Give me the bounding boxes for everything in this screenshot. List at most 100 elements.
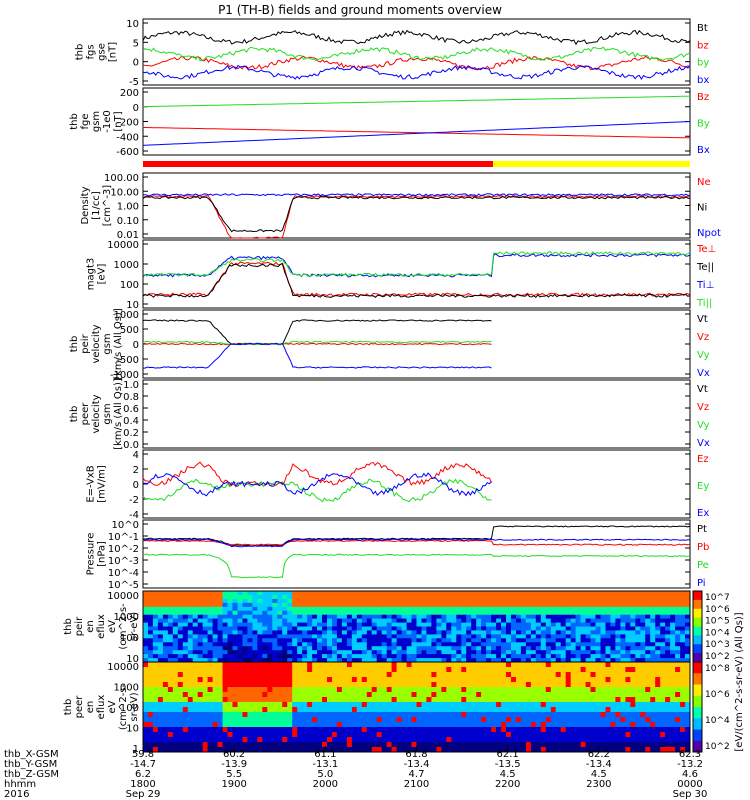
spec-cell xyxy=(600,602,606,608)
spec-cell xyxy=(635,732,641,738)
spec-cell xyxy=(630,638,636,643)
spec-cell xyxy=(202,717,209,723)
spec-cell xyxy=(167,712,174,718)
spec-cell xyxy=(322,687,328,693)
spec-cell xyxy=(332,622,338,627)
spec-cell xyxy=(317,598,323,604)
spec-cell xyxy=(441,677,447,683)
spec-cell xyxy=(222,687,229,693)
spec-cell xyxy=(580,717,587,723)
spec-cell xyxy=(650,650,656,655)
spec-cell xyxy=(431,598,437,604)
spec-cell xyxy=(635,634,641,639)
spec-cell xyxy=(237,594,243,600)
spec-cell xyxy=(545,712,552,718)
spec-cell xyxy=(481,618,487,623)
spec-cell xyxy=(386,594,393,600)
spec-cell xyxy=(590,692,596,698)
spec-cell xyxy=(560,591,567,596)
xtable-date: Sep 30 xyxy=(673,789,708,800)
spec-cell xyxy=(525,677,532,683)
spec-cell xyxy=(391,687,398,693)
spec-cell xyxy=(376,712,383,718)
spec-cell xyxy=(232,702,238,708)
spec-cell xyxy=(555,672,562,678)
spec-cell xyxy=(680,687,686,693)
spec-cell xyxy=(162,591,169,596)
ylabel-line: eflux xyxy=(96,695,107,720)
spec-cell xyxy=(341,682,348,688)
spec-cell xyxy=(456,622,462,627)
spec-cell xyxy=(207,606,214,612)
spec-cell xyxy=(610,650,616,655)
spec-cell xyxy=(247,707,253,713)
spec-cell xyxy=(207,697,214,703)
spec-cell xyxy=(411,606,417,612)
spec-cell xyxy=(307,634,313,639)
spec-cell xyxy=(232,692,238,698)
spec-cell xyxy=(237,642,243,647)
spec-cell xyxy=(207,672,214,678)
spec-cell xyxy=(182,630,189,635)
spec-cell xyxy=(366,672,373,678)
spec-cell xyxy=(187,630,194,635)
legend-Vz: Vz xyxy=(697,402,709,413)
spec-cell xyxy=(635,650,641,655)
spec-cell xyxy=(501,722,507,728)
spec-cell xyxy=(595,722,601,728)
spec-cell xyxy=(287,692,293,698)
spec-cell xyxy=(466,646,472,651)
spec-cell xyxy=(471,654,477,659)
spec-cell xyxy=(530,717,537,723)
colorbar-cell xyxy=(693,608,702,619)
spec-cell xyxy=(630,707,636,713)
spec-cell xyxy=(257,591,263,596)
spec-cell xyxy=(466,687,472,693)
spec-cell xyxy=(640,591,646,596)
spec-cell xyxy=(605,707,611,713)
spec-cell xyxy=(685,650,691,655)
spec-cell xyxy=(610,658,616,663)
spec-cell xyxy=(565,591,572,596)
spec-cell xyxy=(570,622,577,627)
spec-cell xyxy=(197,634,204,639)
spec-cell xyxy=(202,702,209,708)
spec-cell xyxy=(406,747,413,753)
spec-cell xyxy=(421,614,427,620)
spec-cell xyxy=(232,658,238,663)
spec-cell xyxy=(525,687,532,693)
spec-cell xyxy=(595,737,601,743)
spec-cell xyxy=(341,667,348,673)
spec-cell xyxy=(640,658,646,663)
spec-cell xyxy=(501,610,507,616)
spec-cell xyxy=(287,602,293,608)
spec-cell xyxy=(491,591,497,596)
spec-cell xyxy=(650,638,656,643)
spec-cell xyxy=(506,722,512,728)
spec-cell xyxy=(545,591,552,596)
spec-cell xyxy=(471,662,477,668)
spec-cell xyxy=(555,747,562,753)
spec-cell xyxy=(152,702,159,708)
spec-cell xyxy=(516,618,522,623)
spec-cell xyxy=(172,717,179,723)
spec-cell xyxy=(247,672,253,678)
spec-cell xyxy=(575,594,582,600)
colorbar-cell xyxy=(693,707,702,719)
spec-cell xyxy=(560,707,567,713)
spec-cell xyxy=(152,682,159,688)
spec-cell xyxy=(371,742,378,748)
spec-cell xyxy=(590,732,596,738)
spec-cell xyxy=(282,614,288,620)
spec-cell xyxy=(491,638,497,643)
spec-cell xyxy=(332,650,338,655)
spec-cell xyxy=(585,702,592,708)
spec-cell xyxy=(237,650,243,655)
spec-cell xyxy=(322,654,328,659)
spec-cell xyxy=(272,602,278,608)
spec-cell xyxy=(516,598,522,604)
spec-cell xyxy=(431,638,437,643)
spec-cell xyxy=(525,747,532,753)
spec-cell xyxy=(401,638,408,643)
spec-cell xyxy=(610,598,616,604)
